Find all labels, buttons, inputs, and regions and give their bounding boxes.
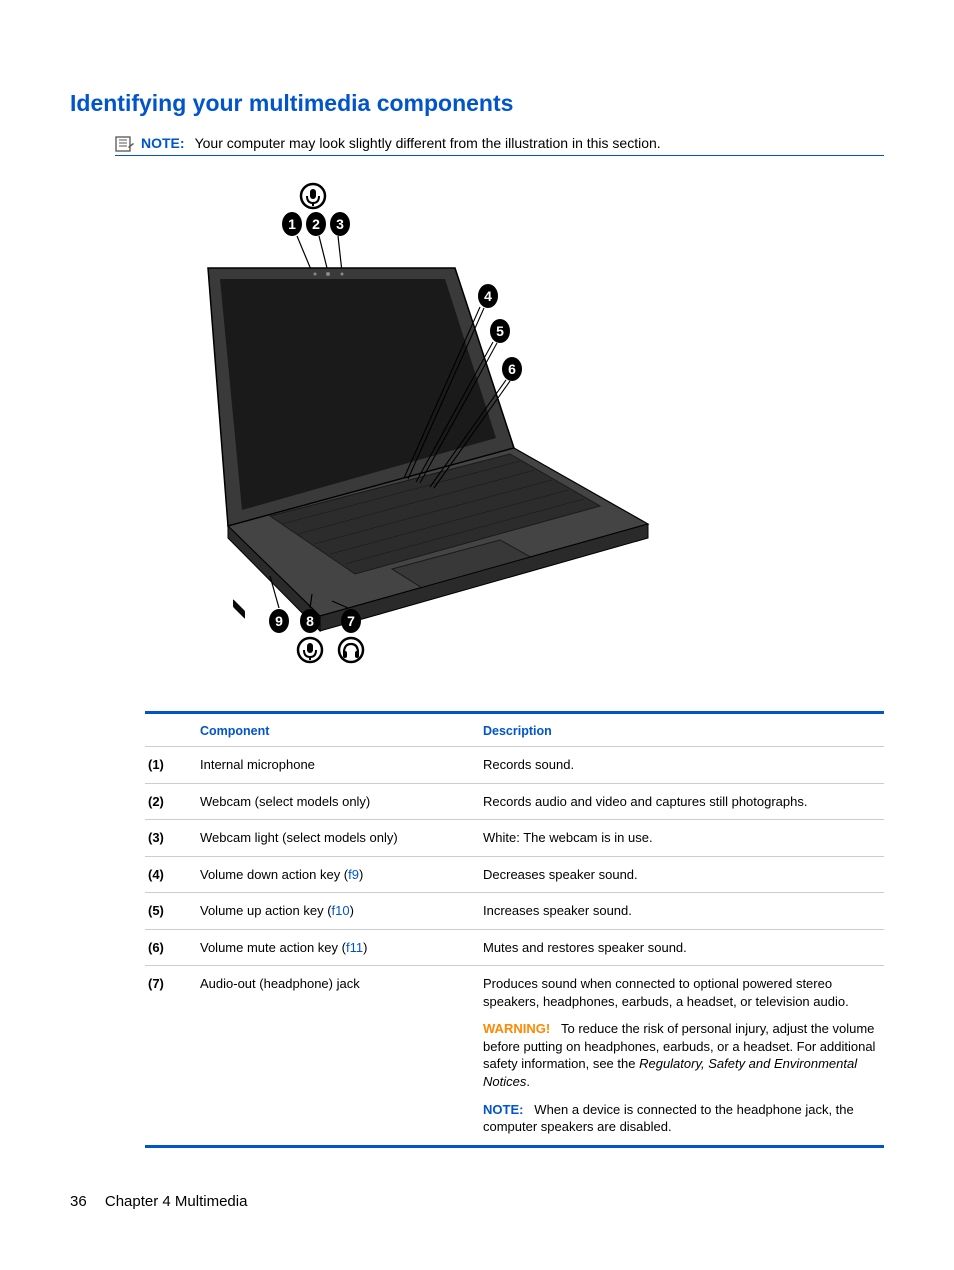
page-number: 36: [70, 1193, 87, 1210]
page-footer: 36 Chapter 4 Multimedia: [70, 1193, 247, 1210]
row-description: Increases speaker sound.: [483, 902, 884, 920]
row-component: Volume up action key (f10): [200, 902, 483, 920]
table-row: (7) Audio-out (headphone) jack Produces …: [145, 966, 884, 1144]
svg-text:5: 5: [496, 323, 504, 339]
row-description: Decreases speaker sound.: [483, 866, 884, 884]
desc-warning: WARNING! To reduce the risk of personal …: [483, 1020, 879, 1090]
callout-badge-8: 8: [300, 609, 320, 633]
warning-label: WARNING!: [483, 1021, 550, 1036]
chapter-label: Chapter 4 Multimedia: [105, 1193, 248, 1210]
callout-badge-6: 6: [502, 357, 522, 381]
note-label: NOTE:: [141, 135, 185, 151]
mic-icon-bottom: [298, 638, 322, 662]
callout-badge-4: 4: [478, 284, 498, 308]
components-table: Component Description (1) Internal micro…: [145, 711, 884, 1148]
mic-icon-top: [301, 184, 325, 208]
key-link[interactable]: f10: [332, 903, 350, 918]
row-description: Records sound.: [483, 756, 884, 774]
table-header: Component Description: [145, 714, 884, 747]
svg-text:2: 2: [312, 216, 320, 232]
svg-text:3: 3: [336, 216, 344, 232]
callout-badge-3: 3: [330, 212, 350, 236]
row-component: Webcam light (select models only): [200, 829, 483, 847]
callout-badge-7: 7: [341, 609, 361, 633]
desc-note: NOTE: When a device is connected to the …: [483, 1101, 879, 1136]
row-description: Produces sound when connected to optiona…: [483, 975, 884, 1135]
svg-text:4: 4: [484, 288, 492, 304]
row-num: (1): [145, 756, 200, 774]
top-note: NOTE: Your computer may look slightly di…: [115, 135, 884, 156]
row-component: Internal microphone: [200, 756, 483, 774]
note-icon: [115, 136, 135, 152]
headphone-icon: [339, 638, 363, 662]
callout-badge-5: 5: [490, 319, 510, 343]
row-description: White: The webcam is in use.: [483, 829, 884, 847]
table-row: (6) Volume mute action key (f11) Mutes a…: [145, 930, 884, 967]
table-row: (5) Volume up action key (f10) Increases…: [145, 893, 884, 930]
callout-badge-9: 9: [269, 609, 289, 633]
th-component: Component: [200, 724, 483, 738]
row-description: Mutes and restores speaker sound.: [483, 939, 884, 957]
key-link[interactable]: f11: [346, 940, 363, 955]
key-link[interactable]: f9: [348, 867, 359, 882]
row-component: Volume down action key (f9): [200, 866, 483, 884]
callout-badge-2: 2: [306, 212, 326, 236]
table-row: (1) Internal microphone Records sound.: [145, 747, 884, 784]
svg-text:1: 1: [288, 216, 296, 232]
row-component: Audio-out (headphone) jack: [200, 975, 483, 1135]
desc-paragraph: Produces sound when connected to optiona…: [483, 975, 879, 1010]
callout-badge-1: 1: [282, 212, 302, 236]
svg-text:7: 7: [347, 613, 355, 629]
row-num: (5): [145, 902, 200, 920]
note-label: NOTE:: [483, 1102, 523, 1117]
svg-text:8: 8: [306, 613, 314, 629]
svg-text:6: 6: [508, 361, 516, 377]
section-heading: Identifying your multimedia components: [70, 90, 884, 117]
th-description: Description: [483, 724, 884, 738]
row-num: (4): [145, 866, 200, 884]
table-row: (4) Volume down action key (f9) Decrease…: [145, 857, 884, 894]
row-component: Webcam (select models only): [200, 793, 483, 811]
table-row: (2) Webcam (select models only) Records …: [145, 784, 884, 821]
table-row: (3) Webcam light (select models only) Wh…: [145, 820, 884, 857]
row-num: (7): [145, 975, 200, 1135]
row-num: (6): [145, 939, 200, 957]
laptop-illustration: 1 2 3: [170, 176, 884, 686]
row-num: (3): [145, 829, 200, 847]
row-component: Volume mute action key (f11): [200, 939, 483, 957]
note-text: Your computer may look slightly differen…: [195, 135, 661, 151]
svg-text:9: 9: [275, 613, 283, 629]
row-description: Records audio and video and captures sti…: [483, 793, 884, 811]
row-num: (2): [145, 793, 200, 811]
